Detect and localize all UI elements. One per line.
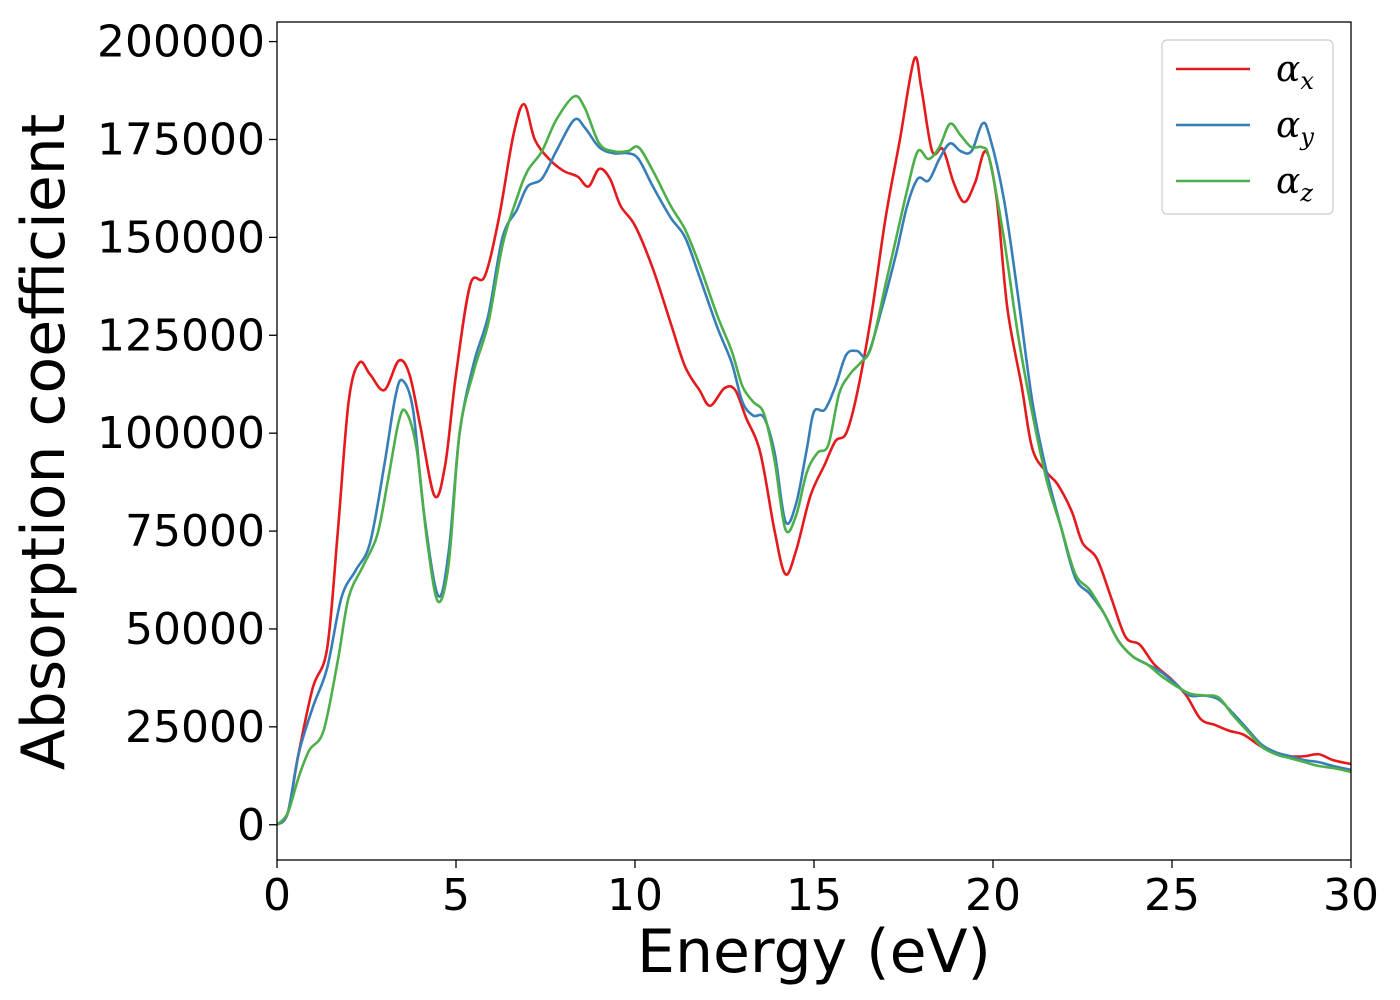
legend-box — [1161, 39, 1334, 215]
series-line-x — [277, 56, 1351, 826]
y-tick-label: 150000 — [97, 212, 265, 263]
series-line-z — [277, 94, 1351, 826]
x-tick-label: 30 — [1323, 870, 1379, 921]
x-tick-label: 15 — [786, 870, 842, 921]
y-axis-title: Absorption coefficient — [9, 114, 79, 771]
x-tick-label: 0 — [263, 870, 291, 921]
y-tick-label: 50000 — [125, 604, 265, 655]
series-line-y — [277, 117, 1351, 826]
y-tick-label: 75000 — [125, 506, 265, 557]
y-tick-label: 175000 — [97, 114, 265, 165]
y-axis-ticks: 0 25000 50000 75000 100000 125000 150000 175000… — [97, 17, 277, 851]
x-axis-title: Energy (eV) — [637, 917, 991, 987]
x-tick-label: 20 — [965, 870, 1021, 921]
x-tick-label: 10 — [607, 870, 663, 921]
y-tick-label: 200000 — [97, 17, 265, 68]
y-tick-label: 0 — [237, 800, 265, 851]
x-axis-ticks: 0 5 10 15 20 25 30 — [263, 860, 1379, 921]
x-tick-label: 5 — [442, 870, 470, 921]
y-tick-label: 100000 — [97, 408, 265, 459]
x-tick-label: 25 — [1144, 870, 1200, 921]
y-tick-label: 125000 — [97, 310, 265, 361]
y-tick-label: 25000 — [125, 702, 265, 753]
